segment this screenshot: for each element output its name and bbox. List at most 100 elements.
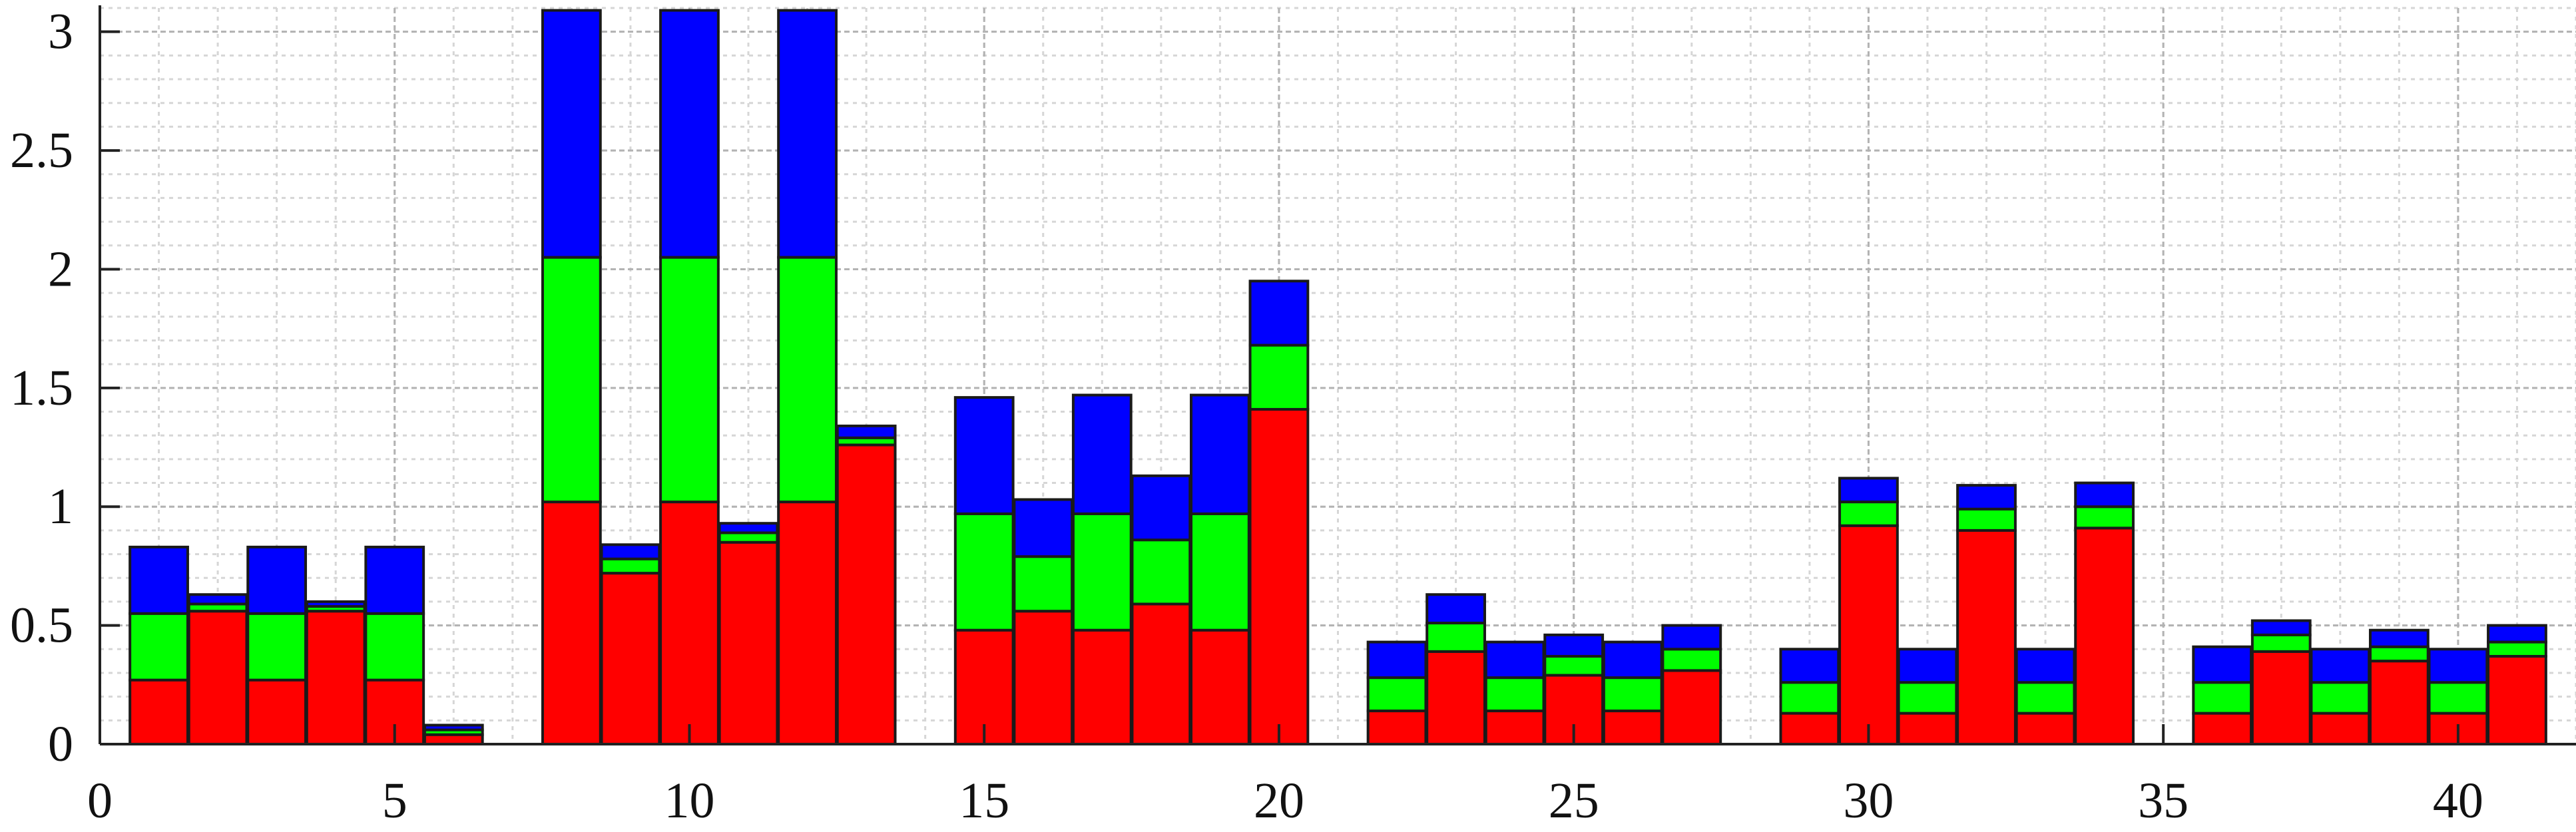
bar-segment-2-x20 bbox=[1248, 343, 1310, 411]
bar-segment-1-x9 bbox=[600, 572, 661, 745]
bar-segment-3-x32 bbox=[1956, 484, 2017, 511]
bar-segment-3-x23 bbox=[1425, 593, 1486, 625]
y-tick-label: 3 bbox=[48, 4, 73, 60]
x-tick-label: 15 bbox=[959, 773, 1009, 829]
bar-segment-2-x29 bbox=[1779, 681, 1840, 715]
axes bbox=[99, 5, 2576, 745]
x-tick-label: 35 bbox=[2138, 773, 2189, 829]
bar-segment-2-x40 bbox=[2428, 681, 2489, 715]
bar-segment-3-x2 bbox=[187, 593, 248, 606]
bar-segment-3-x9 bbox=[600, 543, 661, 560]
bar-segment-1-x4 bbox=[305, 610, 366, 746]
bar-segment-2-x27 bbox=[1661, 648, 1722, 672]
bar-segment-3-x36 bbox=[2192, 645, 2253, 684]
bar-segment-1-x36 bbox=[2192, 712, 2253, 746]
bar-segment-3-x41 bbox=[2487, 624, 2547, 644]
bar-segment-2-x17 bbox=[1071, 512, 1133, 632]
x-tick-labels: 0 5 10 15 20 25 30 35 40 bbox=[87, 773, 2483, 829]
x-tick-label: 5 bbox=[382, 773, 407, 829]
bar-segment-3-x11 bbox=[718, 522, 779, 534]
x-tick-label: 10 bbox=[664, 773, 714, 829]
bar-segment-1-x32 bbox=[1956, 528, 2017, 745]
bar-segment-2-x1 bbox=[129, 612, 189, 682]
bar-segment-2-x22 bbox=[1366, 676, 1427, 713]
bar-segment-1-x8 bbox=[541, 501, 602, 745]
bar-segment-3-x22 bbox=[1366, 640, 1427, 680]
y-tick-label: 1.5 bbox=[10, 360, 73, 416]
bar-segment-2-x19 bbox=[1190, 512, 1250, 632]
bar-segment-2-x23 bbox=[1425, 622, 1486, 653]
bar-segment-1-x17 bbox=[1071, 628, 1133, 746]
bar-segment-2-x32 bbox=[1956, 507, 2017, 532]
bar-segment-1-x19 bbox=[1190, 628, 1250, 746]
bar-segment-1-x10 bbox=[659, 501, 720, 745]
bar-segment-1-x41 bbox=[2487, 654, 2547, 745]
bar-segment-3-x8 bbox=[541, 9, 602, 259]
bar-segment-3-x40 bbox=[2428, 648, 2489, 684]
bar-segment-2-x31 bbox=[1897, 681, 1958, 715]
bar-segment-2-x9 bbox=[600, 557, 661, 575]
bar-segment-2-x8 bbox=[541, 256, 602, 504]
y-tick-label: 2.5 bbox=[10, 122, 73, 178]
bar-segment-3-x25 bbox=[1543, 633, 1605, 658]
bar-segment-2-x10 bbox=[659, 256, 720, 504]
bar-segment-1-x24 bbox=[1484, 710, 1545, 746]
y-tick-label: 0 bbox=[48, 716, 73, 772]
bar-segment-1-x31 bbox=[1897, 712, 1958, 746]
bar-segment-1-x33 bbox=[2015, 712, 2076, 746]
bar-segment-1-x16 bbox=[1013, 610, 1074, 746]
bar-segment-1-x23 bbox=[1425, 650, 1486, 746]
bar-segment-3-x29 bbox=[1779, 648, 1840, 684]
bar-segment-3-x6 bbox=[423, 724, 484, 731]
y-tick-label: 1 bbox=[48, 479, 73, 534]
x-tick-label: 40 bbox=[2433, 773, 2483, 829]
bar-segment-2-x12 bbox=[777, 256, 838, 504]
x-tick-label: 30 bbox=[1843, 773, 1894, 829]
bar-segment-1-x13 bbox=[836, 443, 897, 746]
bar-segment-1-x27 bbox=[1661, 669, 1722, 746]
bar-segment-3-x15 bbox=[953, 396, 1015, 515]
bar-segment-3-x4 bbox=[305, 600, 366, 608]
bar-segment-3-x16 bbox=[1013, 498, 1074, 558]
x-tick-label: 0 bbox=[87, 773, 113, 829]
bar-segment-3-x20 bbox=[1248, 280, 1310, 347]
bar-segment-2-x36 bbox=[2192, 681, 2253, 715]
bar-segment-2-x18 bbox=[1131, 538, 1192, 606]
bar-segment-3-x37 bbox=[2250, 619, 2312, 636]
bar-segment-2-x38 bbox=[2310, 681, 2371, 715]
bar-segment-1-x38 bbox=[2310, 712, 2371, 746]
bar-segment-2-x37 bbox=[2250, 633, 2312, 653]
y-tick-label: 0.5 bbox=[10, 598, 73, 654]
y-tick-label: 2 bbox=[48, 241, 73, 297]
bar-segment-1-x39 bbox=[2368, 660, 2430, 745]
bar-segment-1-x3 bbox=[246, 678, 308, 745]
bar-segment-1-x11 bbox=[718, 540, 779, 745]
bar-segment-3-x31 bbox=[1897, 648, 1958, 684]
bar-segment-1-x26 bbox=[1602, 710, 1663, 746]
bar-segment-2-x15 bbox=[953, 512, 1015, 632]
bar-segment-3-x30 bbox=[1838, 477, 1899, 504]
bar-segment-1-x1 bbox=[129, 678, 189, 745]
bar-segment-2-x33 bbox=[2015, 681, 2076, 715]
bar-segment-2-x3 bbox=[246, 612, 308, 682]
bar-segment-3-x17 bbox=[1071, 393, 1133, 515]
bars bbox=[129, 9, 2547, 746]
bar-segment-2-x25 bbox=[1543, 654, 1605, 677]
bar-segment-2-x39 bbox=[2368, 645, 2430, 663]
bar-segment-3-x19 bbox=[1190, 393, 1250, 515]
bar-segment-3-x24 bbox=[1484, 640, 1545, 680]
bar-segment-2-x5 bbox=[364, 612, 425, 682]
bar-segment-1-x6 bbox=[423, 733, 484, 745]
bar-segment-3-x5 bbox=[364, 545, 425, 615]
bar-segment-2-x30 bbox=[1838, 501, 1899, 527]
bar-segment-3-x12 bbox=[777, 9, 838, 259]
bar-segment-3-x38 bbox=[2310, 648, 2371, 684]
bar-segment-2-x11 bbox=[718, 531, 779, 544]
bar-segment-3-x13 bbox=[836, 424, 897, 439]
bar-segment-1-x29 bbox=[1779, 712, 1840, 746]
bar-segment-1-x30 bbox=[1838, 524, 1899, 746]
bar-segment-1-x22 bbox=[1366, 710, 1427, 746]
bar-segment-1-x2 bbox=[187, 610, 248, 746]
bar-segment-1-x12 bbox=[777, 501, 838, 745]
